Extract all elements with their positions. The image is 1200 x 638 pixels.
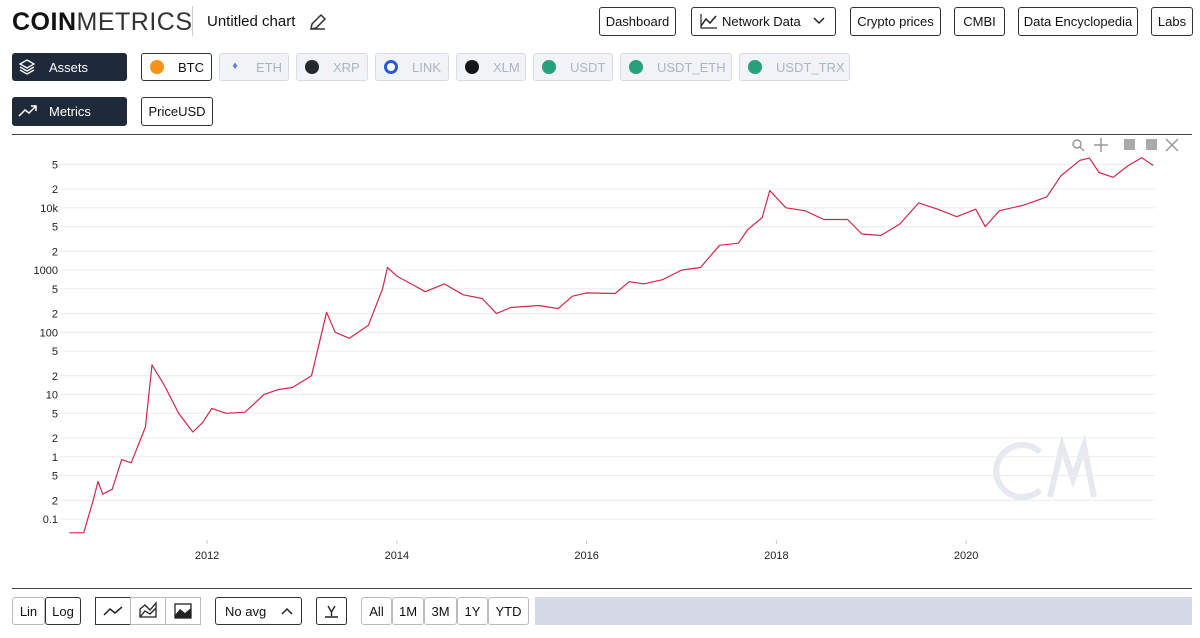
export-button[interactable] (316, 597, 347, 625)
separator (12, 134, 1192, 135)
asset-chip[interactable]: ♦ ETH (219, 53, 289, 81)
y-tick-label: 2 (52, 246, 58, 258)
nav-label: Network Data (722, 14, 801, 29)
y-tick-label: 1000 (34, 265, 58, 277)
asset-icon (542, 60, 556, 74)
x-tick-label: 2020 (954, 550, 978, 562)
asset-icon (150, 60, 164, 74)
metrics-text: Metrics (49, 104, 91, 119)
divider (192, 6, 193, 36)
edit-icon[interactable] (308, 12, 328, 32)
y-tick-label: 10 (46, 390, 58, 402)
avg-dropdown[interactable]: No avg (215, 597, 302, 625)
asset-label: USDT (570, 59, 606, 75)
x-tick-label: 2018 (764, 550, 788, 562)
asset-label: XRP (333, 59, 360, 75)
asset-chip[interactable]: XRP (296, 53, 368, 81)
metric-chip[interactable]: PriceUSD (141, 97, 213, 126)
x-tick-label: 2012 (195, 550, 219, 562)
dropdown-icons (700, 14, 825, 29)
logo[interactable]: COINMETRICS (12, 8, 193, 37)
nav-button[interactable]: Labs (1151, 7, 1193, 36)
nav-button[interactable]: Data Encyclopedia (1018, 7, 1138, 36)
trend-icon (18, 105, 37, 117)
asset-label: XLM (493, 59, 520, 75)
asset-icon (465, 60, 479, 74)
asset-chip[interactable]: XLM (456, 53, 526, 81)
assets-label[interactable]: Assets (12, 53, 127, 81)
nav-dropdown[interactable]: Network Data (691, 7, 836, 36)
y-tick-label: 5 (52, 346, 58, 358)
chart: 0.1 2 5 1 2 5 10 2 5 100 2 5 1000 2 5 10k 2 5 2012 2014 2016… (34, 138, 1179, 562)
y-tick-label: 1 (52, 452, 58, 464)
y-tick-label: 5 (52, 159, 58, 171)
y-tick-label: 2 (52, 184, 58, 196)
asset-icon (748, 60, 762, 74)
y-tick-label: 10k (40, 203, 58, 215)
asset-chip[interactable]: USDT_TRX (739, 53, 850, 81)
toolbox[interactable] (1072, 138, 1179, 152)
scale-button[interactable]: Lin (12, 597, 45, 625)
y-tick-label: 2 (52, 309, 58, 321)
x-tick-label: 2014 (385, 550, 409, 562)
asset-icon (384, 60, 398, 74)
separator (12, 588, 1192, 589)
x-tick-label: 2016 (574, 550, 598, 562)
asset-label: LINK (412, 59, 441, 75)
asset-chip[interactable]: USDT_ETH (620, 53, 732, 81)
y-tick-label: 5 (52, 222, 58, 234)
y-tick-label: 5 (52, 408, 58, 420)
logo-bold: COIN (12, 8, 77, 36)
asset-icon (629, 60, 643, 74)
asset-icon: ♦ (232, 60, 238, 72)
y-tick-label: 2 (52, 433, 58, 445)
scale-button[interactable]: Log (45, 597, 81, 625)
logo-light: METRICS (76, 8, 193, 36)
range-button[interactable]: All (361, 597, 392, 625)
range-button[interactable]: 1M (392, 597, 424, 625)
dropdown-caret (281, 607, 293, 615)
chart-title[interactable]: Untitled chart (207, 13, 296, 30)
y-tick-label: 0.1 (43, 514, 58, 526)
range-button[interactable]: 3M (424, 597, 457, 625)
asset-label: ETH (256, 59, 282, 75)
range-button[interactable]: 1Y (457, 597, 488, 625)
asset-label: USDT_ETH (657, 59, 726, 75)
y-tick-label: 5 (52, 284, 58, 296)
nav-button[interactable]: Dashboard (599, 7, 676, 36)
asset-label: BTC (178, 59, 204, 75)
avg-label: No avg (225, 603, 267, 619)
watermark (993, 434, 1097, 500)
nav-button[interactable]: Crypto prices (850, 7, 941, 36)
assets-text: Assets (49, 59, 89, 75)
asset-chip[interactable]: BTC (141, 53, 212, 81)
y-tick-label: 5 (52, 471, 58, 483)
range-button[interactable]: YTD (488, 597, 529, 625)
y-tick-label: 100 (40, 327, 58, 339)
asset-label: USDT_TRX (776, 59, 845, 75)
nav-button[interactable]: CMBI (954, 7, 1005, 36)
asset-chip[interactable]: USDT (533, 53, 613, 81)
range-slider[interactable] (535, 597, 1192, 625)
asset-icon (305, 60, 319, 74)
y-tick-label: 2 (52, 495, 58, 507)
layers-icon (18, 59, 36, 75)
price-line (69, 157, 1154, 534)
y-tick-label: 2 (52, 371, 58, 383)
asset-chip[interactable]: LINK (375, 53, 449, 81)
chart-type-buttons[interactable] (95, 597, 202, 625)
